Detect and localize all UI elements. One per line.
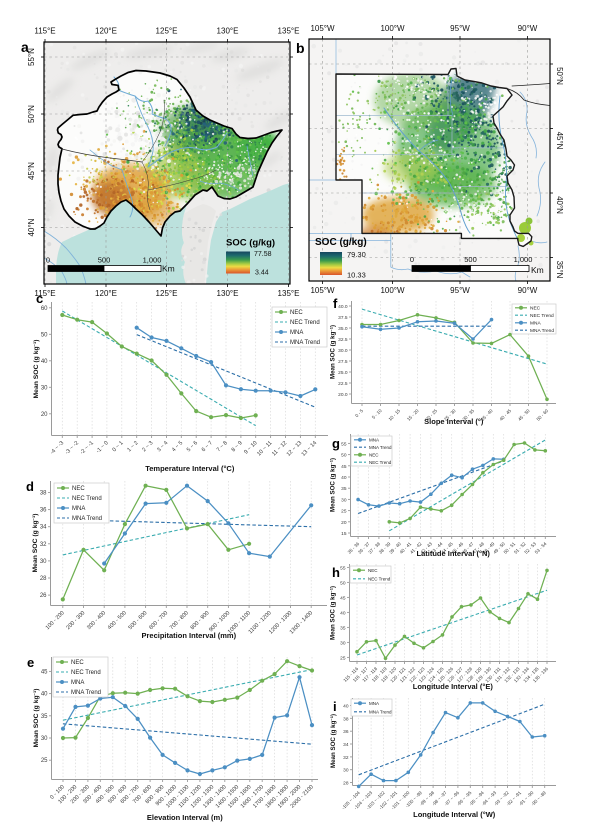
svg-text:130°E: 130°E xyxy=(217,27,239,36)
svg-text:a: a xyxy=(21,39,29,55)
svg-text:125°E: 125°E xyxy=(156,27,178,36)
svg-text:50°N: 50°N xyxy=(27,105,36,123)
svg-text:500: 500 xyxy=(98,256,111,265)
svg-text:120°E: 120°E xyxy=(95,289,117,298)
svg-text:40°N: 40°N xyxy=(27,218,36,236)
svg-text:135°E: 135°E xyxy=(278,289,300,298)
svg-text:125°E: 125°E xyxy=(156,289,178,298)
svg-text:Km: Km xyxy=(162,264,175,274)
svg-text:130°E: 130°E xyxy=(217,289,239,298)
svg-text:1,000: 1,000 xyxy=(143,256,162,265)
svg-text:55°N: 55°N xyxy=(27,48,36,66)
svg-text:45°N: 45°N xyxy=(27,162,36,180)
svg-text:3.44: 3.44 xyxy=(255,270,269,277)
svg-text:SOC (g/kg): SOC (g/kg) xyxy=(226,238,275,249)
svg-text:77.58: 77.58 xyxy=(254,251,272,258)
svg-text:120°E: 120°E xyxy=(95,27,117,36)
svg-text:0: 0 xyxy=(46,256,50,265)
svg-text:115°E: 115°E xyxy=(34,27,55,36)
svg-text:115°E: 115°E xyxy=(34,289,55,298)
svg-text:135°E: 135°E xyxy=(278,27,300,36)
